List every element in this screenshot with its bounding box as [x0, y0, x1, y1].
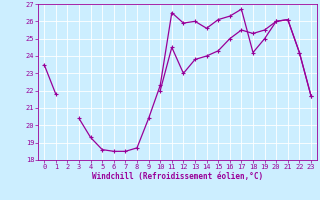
X-axis label: Windchill (Refroidissement éolien,°C): Windchill (Refroidissement éolien,°C) [92, 172, 263, 181]
